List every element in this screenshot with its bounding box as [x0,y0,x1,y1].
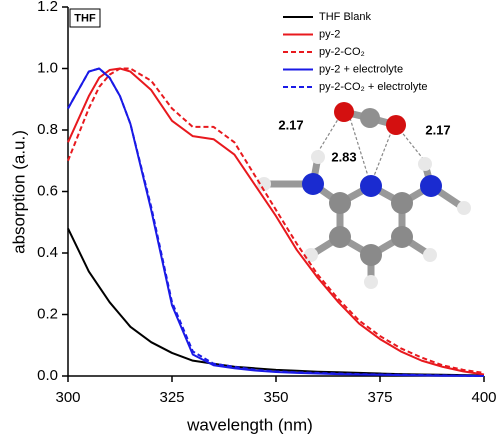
y-tick-label: 1.2 [37,0,58,15]
series-line [67,67,485,377]
y-tick-label: 0.2 [37,305,58,322]
y-tick-label: 0.6 [37,182,58,199]
y-tick-label: 0.8 [37,121,58,138]
distance-label: 2.17 [278,117,303,132]
x-tick-label: 350 [263,389,288,406]
box-label: THF [74,12,96,24]
legend-label: py-2 + electrolyte [319,63,403,75]
y-axis-label: absorption (a.u.) [9,130,28,254]
distance-label: 2.17 [425,122,450,137]
legend-label: py-2-CO₂ [319,46,365,58]
series-line [67,67,485,377]
x-tick-label: 375 [367,389,392,406]
legend-label: py-2-CO₂ + electrolyte [319,81,428,93]
legend-label: py-2 [319,28,340,40]
y-tick-label: 0.0 [37,367,58,384]
series-line [67,67,485,374]
x-tick-label: 300 [55,389,80,406]
y-tick-label: 0.4 [37,244,58,261]
x-axis-label: wavelength (nm) [186,415,313,434]
legend-label: THF Blank [319,11,371,23]
series-line [67,67,485,376]
molecule-inset [257,102,471,289]
box-label-frame [69,8,101,28]
y-tick-label: 1.0 [37,59,58,76]
x-tick-label: 400 [471,389,496,406]
distance-label: 2.83 [331,149,356,164]
x-tick-label: 325 [159,389,184,406]
